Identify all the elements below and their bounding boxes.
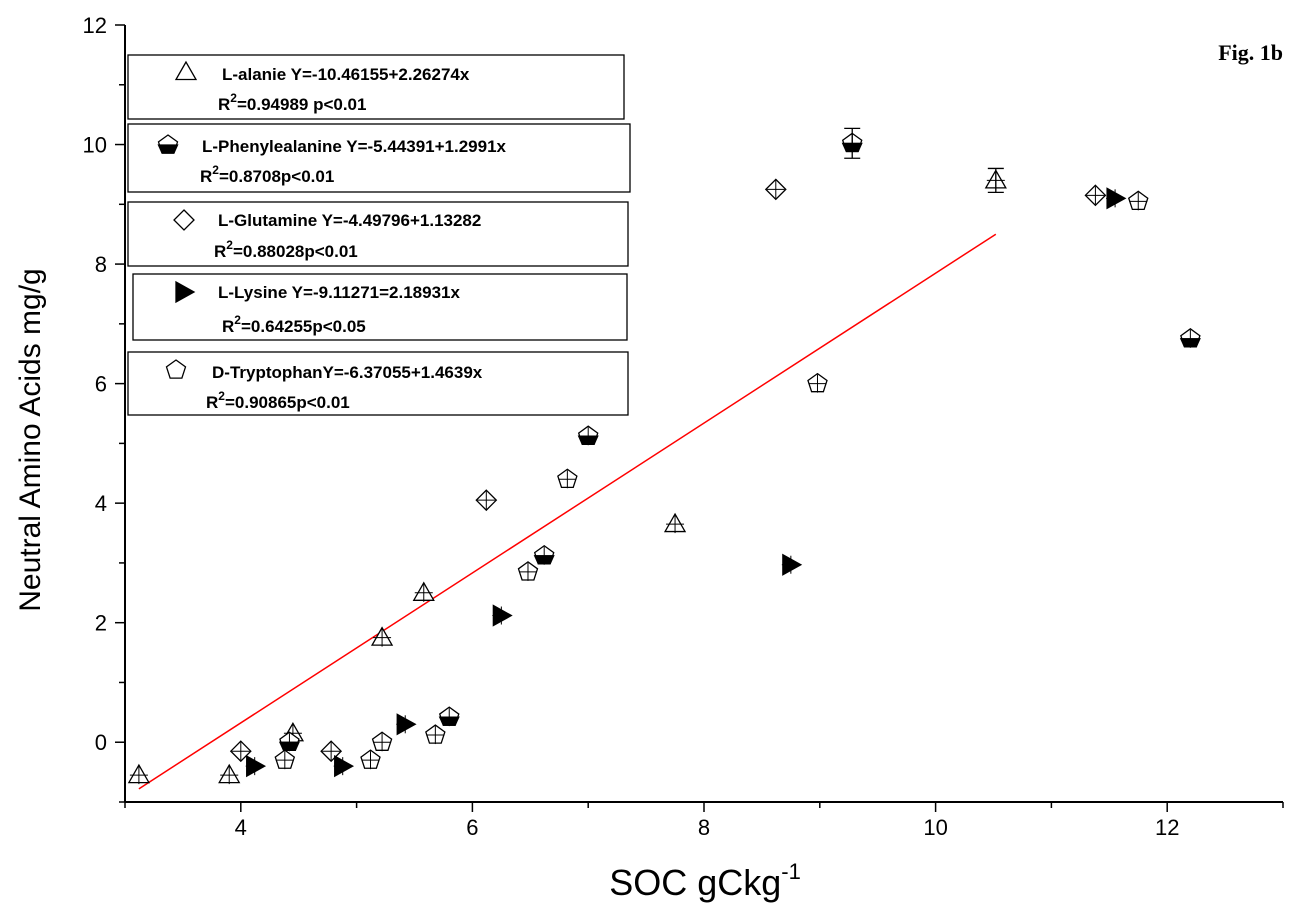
- legend-r2: R2=0.8708p<0.01: [200, 163, 334, 186]
- data-point: [396, 713, 417, 736]
- data-point: [412, 581, 435, 602]
- y-tick-label: 0: [95, 730, 107, 755]
- legend-r2-superscript: 2: [226, 238, 233, 252]
- data-point: [229, 740, 252, 763]
- legend-equation: L-Phenylealanine Y=-5.44391+1.2991x: [202, 137, 507, 156]
- data-point: [807, 372, 828, 393]
- x-tick-label: 6: [466, 815, 478, 840]
- data-point: [492, 604, 513, 627]
- error-bar: [844, 127, 861, 159]
- legend-marker: [157, 134, 179, 154]
- fit-line-group: [138, 233, 997, 790]
- data-point: [274, 749, 296, 770]
- y-tick-label: 2: [95, 611, 107, 636]
- legend-r2-symbol: R: [214, 242, 226, 261]
- legend-box: [127, 201, 629, 267]
- figure-label: Fig. 1b: [1218, 40, 1283, 65]
- data-point: [371, 731, 393, 752]
- y-axis-title: Neutral Amino Acids mg/g: [14, 268, 47, 612]
- data-point: [577, 425, 599, 446]
- legend: L-alanie Y=-10.46155+2.26274xR2=0.94989 …: [127, 54, 631, 416]
- data-point: [533, 544, 555, 565]
- legend-r2-value: =0.64255p<0.05: [241, 317, 366, 336]
- legend-r2: R2=0.94989 p<0.01: [218, 91, 366, 114]
- legend-equation: L-Glutamine Y=-4.49796+1.13282: [218, 211, 481, 230]
- legend-equation: L-Lysine Y=-9.11271=2.18931x: [218, 283, 461, 302]
- y-tick-label: 12: [83, 13, 107, 38]
- data-point: [517, 561, 539, 581]
- data-point: [425, 724, 446, 745]
- legend-r2-value: =0.90865p<0.01: [225, 393, 350, 412]
- fit-line: [138, 233, 997, 790]
- legend-r2-symbol: R: [218, 95, 230, 114]
- data-point: [1179, 327, 1201, 348]
- legend-r2-superscript: 2: [230, 91, 237, 105]
- x-axis-title-superscript: -1: [781, 859, 801, 884]
- legend-r2-value: =0.88028p<0.01: [233, 242, 358, 261]
- x-tick-label: 12: [1155, 815, 1179, 840]
- data-point: [1106, 187, 1127, 210]
- legend-equation: L-alanie Y=-10.46155+2.26274x: [222, 65, 470, 84]
- x-tick-label: 8: [698, 815, 710, 840]
- data-point: [557, 468, 578, 489]
- legend-r2: R2=0.88028p<0.01: [214, 238, 358, 261]
- legend-r2-superscript: 2: [234, 313, 241, 327]
- legend-box: [127, 54, 625, 120]
- data-point: [1084, 184, 1107, 207]
- legend-marker: [165, 359, 187, 379]
- legend-r2-symbol: R: [206, 393, 218, 412]
- y-tick-label: 10: [83, 133, 107, 158]
- legend-r2-value: =0.8708p<0.01: [219, 167, 334, 186]
- legend-box: [127, 351, 629, 416]
- legend-entry: D-TryptophanY=-6.37055+1.4639x R2=0.90865…: [127, 351, 629, 416]
- data-point: [218, 763, 241, 785]
- legend-r2-symbol: R: [222, 317, 234, 336]
- data-point: [764, 178, 787, 201]
- y-tick-label: 8: [95, 252, 107, 277]
- legend-r2: R2=0.64255p<0.05: [222, 313, 366, 336]
- data-point: [245, 755, 267, 778]
- legend-marker: [174, 60, 198, 81]
- legend-marker: [175, 280, 196, 304]
- legend-r2: R2=0.90865p<0.01: [206, 389, 350, 412]
- legend-r2-symbol: R: [200, 167, 212, 186]
- legend-entry: L-Glutamine Y=-4.49796+1.13282 R2=0.88028…: [127, 201, 629, 267]
- data-marks: [127, 127, 1201, 785]
- legend-entry: L-alanie Y=-10.46155+2.26274x R2=0.94989 …: [127, 54, 625, 120]
- legend-box: [132, 273, 628, 341]
- x-tick-label: 10: [923, 815, 947, 840]
- legend-entry: L-Lysine Y=-9.11271=2.18931x R2=0.64255p<…: [132, 273, 628, 341]
- data-point: [278, 731, 300, 752]
- data-point: [1127, 190, 1149, 211]
- error-bar: [987, 167, 1004, 194]
- data-point: [781, 553, 803, 576]
- y-tick-label: 4: [95, 491, 107, 516]
- data-point: [663, 512, 687, 534]
- legend-marker: [173, 209, 195, 231]
- legend-equation: D-TryptophanY=-6.37055+1.4639x: [212, 363, 483, 382]
- data-point: [475, 489, 498, 512]
- axes: 4 6 8 10 12 0 2 4 6 8 10 12: [83, 13, 1284, 840]
- y-tick-label: 6: [95, 372, 107, 397]
- data-point: [333, 755, 355, 778]
- legend-r2-superscript: 2: [212, 163, 219, 177]
- x-axis-title-group: SOC gCkg-1: [609, 859, 801, 903]
- legend-entry: L-Phenylealanine Y=-5.44391+1.2991x R2=0.…: [127, 123, 631, 193]
- legend-r2-superscript: 2: [218, 389, 225, 403]
- data-point: [360, 749, 381, 770]
- data-point: [127, 763, 151, 785]
- data-point: [370, 626, 394, 647]
- legend-box: [127, 123, 631, 193]
- data-point: [438, 706, 460, 727]
- legend-r2-value: =0.94989 p<0.01: [237, 95, 367, 114]
- x-tick-label: 4: [235, 815, 247, 840]
- x-axis-title: SOC gCkg: [609, 862, 781, 903]
